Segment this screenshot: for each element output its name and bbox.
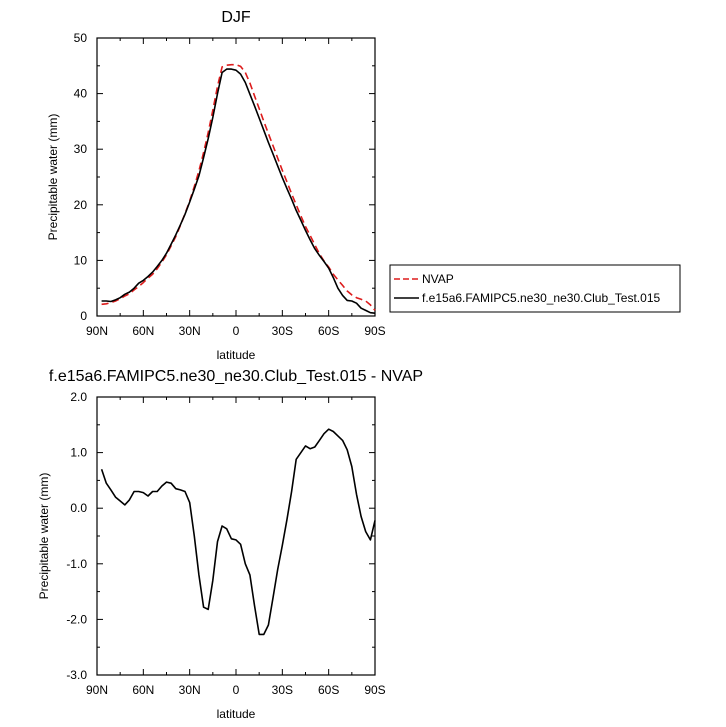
x-tick-label: 90S (364, 324, 385, 338)
series-line-1-0 (100, 428, 376, 636)
y-tick-label: 2.0 (70, 390, 87, 404)
ticks-top: 90N 60N 30N 0 30S 60S 90S 0 10 20 30 40 50 (74, 31, 386, 338)
x-tick-label: 0 (233, 683, 240, 697)
x-tick-label: 90N (86, 324, 108, 338)
y-tick-label: -3.0 (66, 668, 87, 682)
y-tick-label: 50 (74, 31, 88, 45)
series-bottom (100, 428, 376, 636)
series-top (101, 63, 376, 314)
panel-djf: DJF 90N 60N 30N 0 30S 60S 90S 0 10 20 30 40 50 latit… (46, 9, 386, 362)
legend-label-model: f.e15a6.FAMIPC5.ne30_ne30.Club_Test.015 (422, 291, 660, 305)
x-tick-label: 60S (318, 683, 339, 697)
x-tick-label: 60N (132, 324, 154, 338)
x-tick-label: 30S (272, 324, 293, 338)
x-axis-label-top: latitude (217, 348, 256, 362)
x-tick-label: 90S (364, 683, 385, 697)
chart-title-bottom: f.e15a6.FAMIPC5.ne30_ne30.Club_Test.015 … (49, 368, 423, 385)
ticks-bottom: 90N 60N 30N 0 30S 60S 90S -3.0 -2.0 -1.0 0.0 1.0 2.0 (66, 390, 385, 697)
chart-title-top: DJF (221, 9, 251, 26)
y-tick-label: 0 (80, 309, 87, 323)
y-tick-label: 1.0 (70, 446, 87, 460)
x-tick-label: 0 (233, 324, 240, 338)
x-axis-label-bottom: latitude (217, 707, 256, 721)
legend: NVAP f.e15a6.FAMIPC5.ne30_ne30.Club_Test… (389, 264, 681, 313)
y-tick-label: 0.0 (70, 501, 87, 515)
x-tick-label: 30S (272, 683, 293, 697)
x-tick-label: 90N (86, 683, 108, 697)
legend-label-nvap: NVAP (422, 272, 454, 286)
series-line-0-0 (101, 63, 376, 311)
y-tick-label: 30 (74, 142, 88, 156)
y-tick-label: 20 (74, 198, 88, 212)
series-line-0-1 (101, 68, 376, 314)
x-tick-label: 30N (179, 683, 201, 697)
y-tick-label: -1.0 (66, 557, 87, 571)
x-tick-label: 30N (179, 324, 201, 338)
y-tick-label: 40 (74, 87, 88, 101)
y-tick-label: -2.0 (66, 612, 87, 626)
y-tick-label: 10 (74, 253, 88, 267)
legend-box (389, 264, 681, 313)
y-axis-label-top: Precipitable water (mm) (46, 114, 60, 241)
x-tick-label: 60N (132, 683, 154, 697)
y-axis-label-bottom: Precipitable water (mm) (37, 473, 51, 600)
plot-frame-bottom (96, 396, 376, 676)
panel-difference: f.e15a6.FAMIPC5.ne30_ne30.Club_Test.015 … (37, 368, 423, 721)
x-tick-label: 60S (318, 324, 339, 338)
